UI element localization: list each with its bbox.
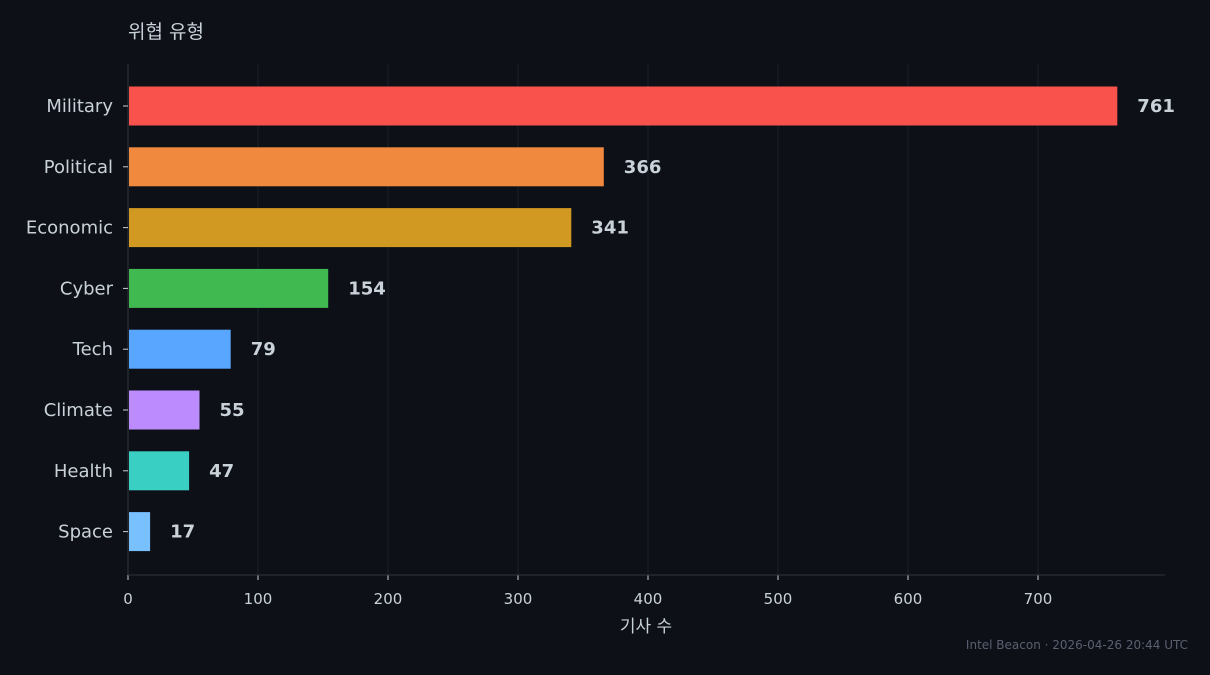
bar-cyber — [129, 268, 329, 308]
x-tick-label: 100 — [244, 590, 273, 608]
value-label: 761 — [1137, 96, 1175, 117]
x-tick-label: 500 — [764, 590, 793, 608]
x-tick-label: 400 — [634, 590, 663, 608]
bar-climate — [129, 390, 200, 430]
bar-space — [129, 512, 151, 552]
x-tick-label: 700 — [1024, 590, 1053, 608]
bars: 761 366 341 154 79 55 47 17 — [129, 86, 1175, 552]
category-label: Economic — [26, 218, 113, 239]
category-label: Health — [54, 461, 113, 482]
bar-political — [129, 147, 604, 187]
category-label: Military — [46, 96, 113, 117]
chart-title: 위협 유형 — [128, 21, 204, 43]
x-tick-label: 300 — [504, 590, 533, 608]
category-label: Climate — [44, 400, 113, 421]
value-label: 17 — [170, 522, 195, 543]
x-tick-label: 200 — [374, 590, 403, 608]
category-label: Tech — [72, 339, 113, 360]
gridlines — [257, 64, 1039, 575]
bar-economic — [129, 208, 572, 248]
x-axis-label: 기사 수 — [620, 617, 672, 637]
value-label: 47 — [209, 461, 234, 482]
value-label: 79 — [251, 339, 276, 360]
axes: 0 100 200 300 400 500 600 700 Military Political E… — [26, 64, 1165, 608]
value-label: 55 — [220, 400, 245, 421]
category-label: Cyber — [60, 278, 114, 299]
value-label: 366 — [624, 157, 662, 178]
value-label: 341 — [591, 218, 629, 239]
value-label: 154 — [348, 278, 386, 299]
bar-health — [129, 451, 190, 491]
bar-military — [129, 86, 1118, 126]
x-tick-label: 0 — [123, 590, 133, 608]
category-label: Political — [44, 157, 113, 178]
x-tick-label: 600 — [894, 590, 923, 608]
category-label: Space — [58, 522, 113, 543]
bar-tech — [129, 329, 231, 369]
footer-timestamp: Intel Beacon · 2026-04-26 20:44 UTC — [965, 638, 1188, 652]
